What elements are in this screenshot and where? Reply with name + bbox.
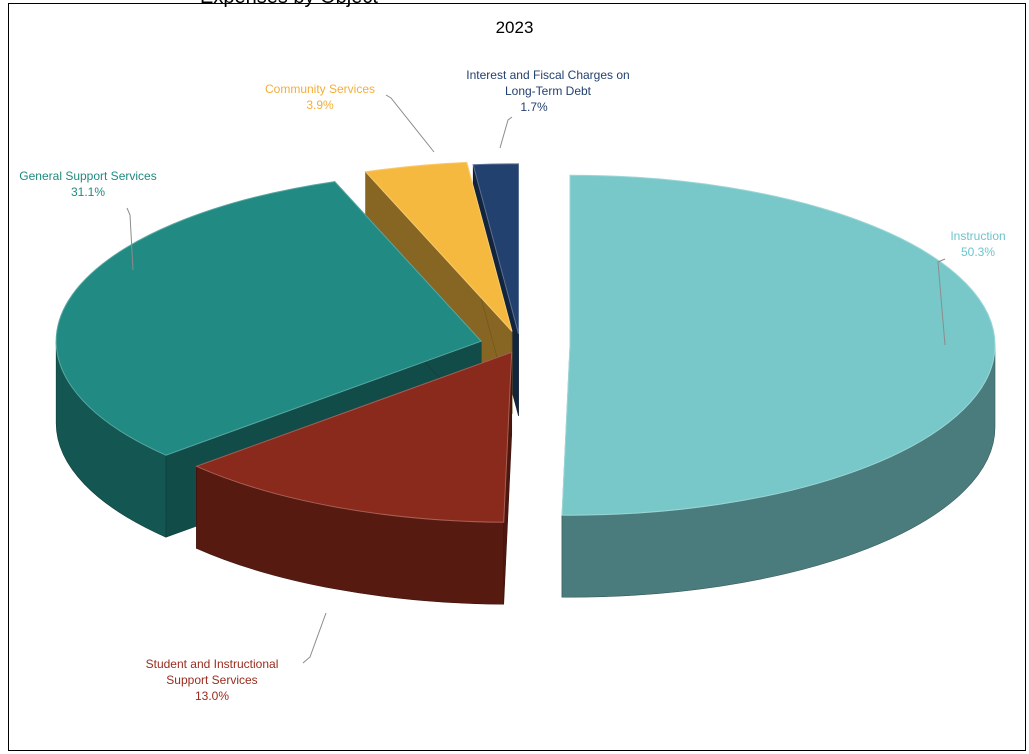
pie-slice-instruction xyxy=(561,174,996,598)
leader-line-student-support xyxy=(302,612,327,664)
value-label-instruction: 50.3% xyxy=(961,245,995,259)
value-label-student-support: 13.0% xyxy=(195,689,229,703)
label-student-support: Student and Instructional Support Service… xyxy=(146,657,279,703)
value-label-general-support: 31.1% xyxy=(71,185,105,199)
label-instruction: Instruction 50.3% xyxy=(950,229,1005,259)
label-community-services: Community Services 3.9% xyxy=(265,82,375,112)
value-label-interest-debt: 1.7% xyxy=(520,100,548,114)
chart-title: 2023 xyxy=(495,18,534,37)
pie-slice-student-support xyxy=(195,351,513,605)
label-general-support: General Support Services 31.1% xyxy=(19,169,156,199)
cropped-heading: Expenses by Object xyxy=(200,0,378,9)
value-label-community-services: 3.9% xyxy=(306,98,334,112)
leader-line-general-support xyxy=(126,207,134,271)
leader-line-interest-debt xyxy=(499,116,513,149)
leader-line-instruction xyxy=(937,258,946,346)
label-interest-debt: Interest and Fiscal Charges on Long-Term … xyxy=(466,68,629,114)
leader-line-community-services xyxy=(385,94,435,153)
